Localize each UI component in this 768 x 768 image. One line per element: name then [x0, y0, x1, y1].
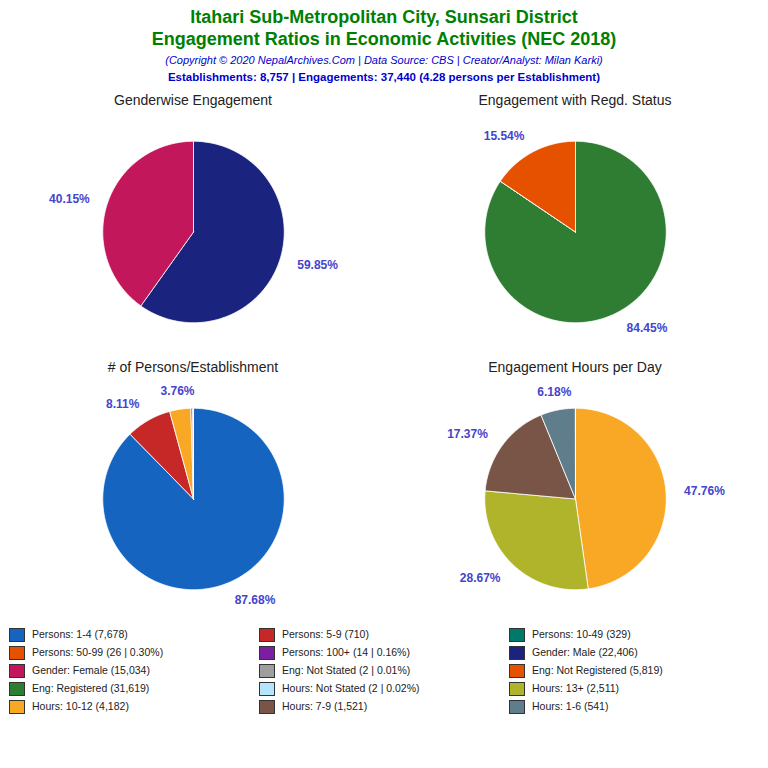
svg-text:47.76%: 47.76% [684, 484, 725, 498]
html-text:Persons: 100+ (14 | 0.16%): Persons: 100+ (14 | 0.16%) [282, 646, 410, 658]
html-text:Persons: 1-4 (7,678): Persons: 1-4 (7,678) [32, 628, 128, 640]
svg-text:59.85%: 59.85% [297, 258, 338, 272]
svg-text:15.54%: 15.54% [484, 129, 525, 143]
html-text:Engagement with Regd. Status: Engagement with Regd. Status [478, 92, 672, 108]
html-text:Persons: 50-99 (26 | 0.30%): Persons: 50-99 (26 | 0.30%) [32, 646, 164, 658]
svg-text:3.76%: 3.76% [160, 384, 194, 398]
svg-text:17.37%: 17.37% [447, 427, 488, 441]
html-text:Hours: 1-6 (541): Hours: 1-6 (541) [532, 700, 609, 712]
html-text:# of Persons/Establishment: # of Persons/Establishment [107, 359, 279, 375]
html-text:Establishments: 8,757 | Engage: Establishments: 8,757 | Engagements: 37,… [168, 71, 600, 83]
html-text:Hours: 10-12 (4,182): Hours: 10-12 (4,182) [32, 700, 129, 712]
html-text:Gender: Male (22,406): Gender: Male (22,406) [532, 646, 638, 658]
svg-text:8.11%: 8.11% [106, 397, 140, 411]
html-text:Hours: 7-9 (1,521): Hours: 7-9 (1,521) [282, 700, 368, 712]
html-text:Engagement Hours per Day: Engagement Hours per Day [488, 359, 662, 375]
html-text:Engagement Ratios in Economic: Engagement Ratios in Economic Activities… [151, 29, 617, 49]
html-text:Persons: 10-49 (329): Persons: 10-49 (329) [532, 628, 631, 640]
html-text:Gender: Female (15,034): Gender: Female (15,034) [32, 664, 150, 676]
html-text:Genderwise Engagement: Genderwise Engagement [114, 92, 272, 108]
html-text:(Copyright © 2020 NepalArchive: (Copyright © 2020 NepalArchives.Com | Da… [165, 54, 603, 66]
html-text:Eng: Registered (31,619): Eng: Registered (31,619) [32, 682, 150, 694]
svg-text:84.45%: 84.45% [627, 321, 668, 335]
svg-text:6.18%: 6.18% [537, 385, 571, 399]
svg-text:28.67%: 28.67% [460, 571, 501, 585]
html-text:Itahari Sub-Metropolitan City,: Itahari Sub-Metropolitan City, Sunsari D… [190, 7, 578, 27]
svg-text:40.15%: 40.15% [49, 192, 90, 206]
html-text:Persons: 5-9 (710): Persons: 5-9 (710) [282, 628, 369, 640]
html-text:Eng: Not Registered (5,819): Eng: Not Registered (5,819) [532, 664, 663, 676]
svg-text:87.68%: 87.68% [235, 593, 276, 607]
html-text:Hours: Not Stated (2 | 0.02%): Hours: Not Stated (2 | 0.02%) [282, 682, 420, 694]
html-text:Hours: 13+ (2,511): Hours: 13+ (2,511) [532, 682, 620, 694]
html-text:Eng: Not Stated (2 | 0.01%): Eng: Not Stated (2 | 0.01%) [282, 664, 411, 676]
